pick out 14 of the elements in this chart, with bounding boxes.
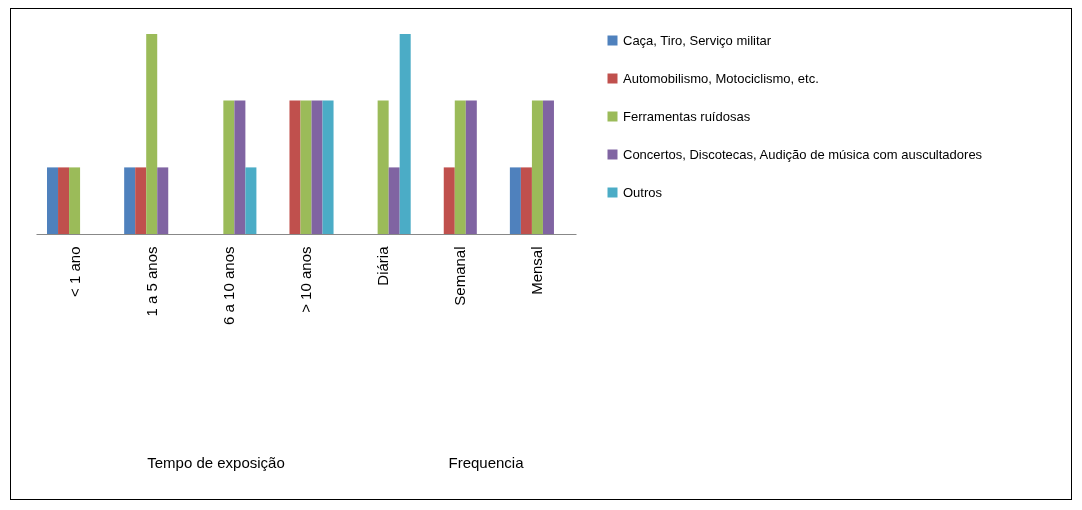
legend-label: Concertos, Discotecas, Audição de música com auscultadores bbox=[623, 146, 983, 162]
legend-label: Outros bbox=[623, 184, 663, 200]
legend-label: Ferramentas ruídosas bbox=[623, 108, 751, 124]
text: Tempo de exposição bbox=[146, 454, 286, 471]
x-tick-label: Semanal bbox=[451, 246, 469, 306]
x-tick-label: 1 a 5 anos bbox=[142, 246, 160, 317]
x-tick-label: > 10 anos bbox=[297, 246, 314, 313]
text: Frequencia bbox=[447, 454, 525, 471]
x-tick-label: < 1 ano bbox=[65, 246, 83, 297]
x-tick-label: Diária bbox=[374, 245, 392, 286]
x-tick-label: Mensal bbox=[528, 246, 546, 295]
legend-label: Caça, Tiro, Serviço militar bbox=[623, 32, 772, 48]
x-tick-label: 6 a 10 anos bbox=[219, 246, 237, 325]
legend-label: Automobilismo, Motociclismo, etc. bbox=[623, 70, 819, 86]
